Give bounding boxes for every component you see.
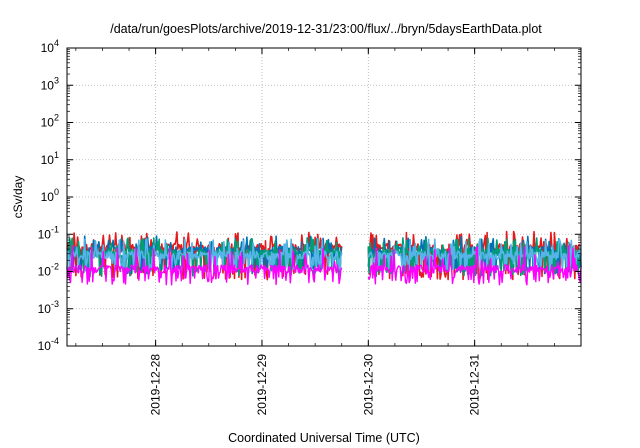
- y-axis-label: cSv/day: [11, 176, 25, 219]
- y-tick-label: 103: [41, 75, 59, 92]
- y-tick-label: 10-3: [38, 299, 59, 316]
- series-line-5: [66, 244, 582, 286]
- x-tick-label: 2019-12-30: [361, 354, 375, 416]
- x-axis-label: Coordinated Universal Time (UTC): [228, 431, 420, 445]
- plot-frame: [66, 47, 582, 347]
- x-tick-label: 2019-12-31: [468, 354, 482, 416]
- y-tick-label: 102: [41, 113, 59, 130]
- y-tick-label: 104: [41, 38, 59, 55]
- chart-title: /data/run/goesPlots/archive/2019-12-31/2…: [110, 22, 542, 36]
- y-tick-label: 101: [41, 150, 59, 167]
- x-tick-label: 2019-12-28: [149, 354, 163, 416]
- data-series: [66, 230, 582, 286]
- y-tick-label: 10-4: [38, 336, 59, 353]
- y-tick-label: 10-2: [38, 262, 59, 279]
- grid-lines: [67, 48, 581, 346]
- axes: 10-4 10-3 10-2 10-1 100 101 102 103 104 2019-12-2…: [38, 38, 581, 415]
- y-tick-label: 100: [41, 187, 59, 204]
- x-tick-label: 2019-12-29: [255, 354, 269, 416]
- y-tick-label: 10-1: [38, 224, 59, 241]
